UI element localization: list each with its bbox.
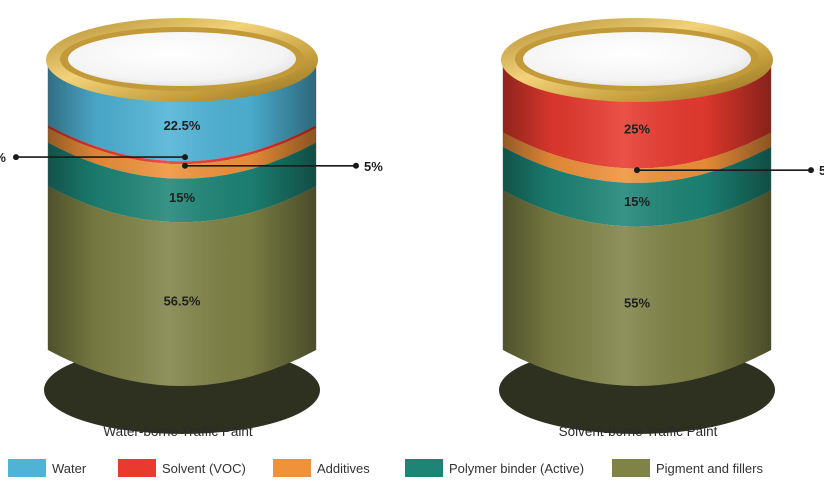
chart-title-water-borne: Water-borne Traffic Paint	[103, 424, 253, 439]
legend-item: Water	[8, 458, 86, 478]
legend: Water Solvent (VOC) Additives Polymer binde…	[0, 458, 824, 482]
leader-dot	[182, 154, 188, 161]
data-label: 15%	[169, 190, 195, 205]
legend-label: Solvent (VOC)	[162, 460, 246, 476]
legend-item: Pigment and fillers	[612, 458, 763, 478]
legend-swatch	[405, 459, 443, 477]
data-label: 25%	[624, 122, 650, 137]
data-label: 22.5%	[164, 118, 201, 133]
leader-dot	[353, 162, 359, 169]
legend-swatch	[118, 459, 156, 477]
legend-label: Water	[52, 460, 87, 476]
can-lid	[68, 32, 296, 86]
paint-can-1: 22.5% 15% 56.5% 1% 5%	[0, 18, 383, 434]
chart-title-solvent-borne: Solvent-borne Traffic Paint	[558, 424, 718, 439]
leader-dot	[808, 167, 814, 174]
can-lid	[523, 32, 751, 86]
data-label: 55%	[624, 296, 650, 311]
data-label: 15%	[624, 194, 650, 209]
legend-label: Additives	[317, 460, 370, 476]
data-label: 5%	[364, 159, 383, 174]
data-label: 1%	[0, 150, 6, 165]
leader-dot	[634, 167, 640, 174]
can-shading	[503, 60, 771, 386]
legend-label: Pigment and fillers	[656, 460, 763, 476]
leader-dot	[182, 162, 188, 169]
legend-item: Solvent (VOC)	[118, 458, 246, 478]
data-label: 56.5%	[164, 293, 201, 308]
leader-dot	[13, 154, 19, 161]
can-shading	[48, 60, 316, 386]
legend-swatch	[273, 459, 311, 477]
legend-swatch	[8, 459, 46, 477]
legend-swatch	[612, 459, 650, 477]
legend-item: Additives	[273, 458, 370, 478]
data-label: 5%	[819, 163, 824, 178]
paint-can-2: 25% 15% 55% 5%	[499, 18, 824, 434]
legend-item: Polymer binder (Active)	[405, 458, 584, 478]
legend-label: Polymer binder (Active)	[449, 460, 585, 476]
